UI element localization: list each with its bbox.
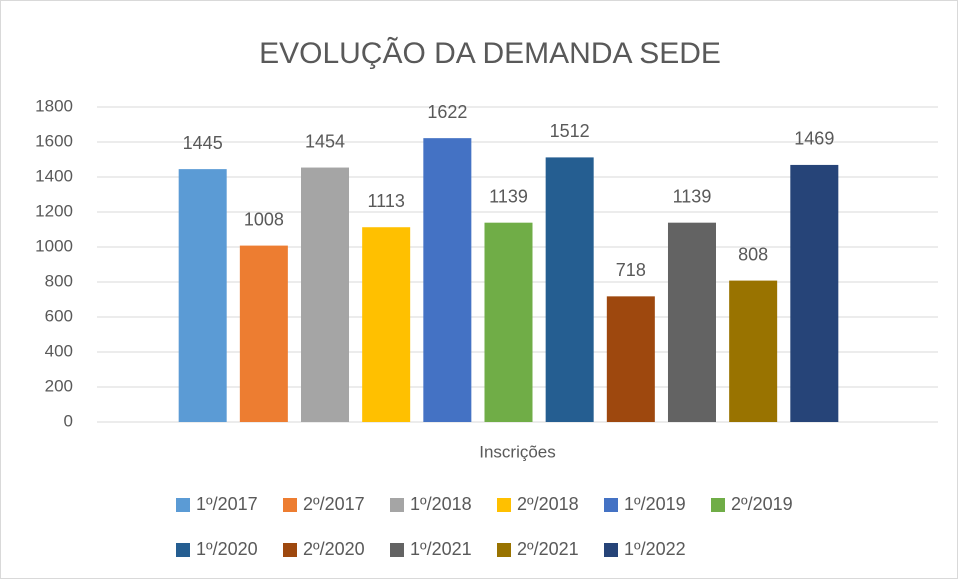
y-tick-label: 1400: [35, 166, 73, 185]
y-tick-label: 800: [45, 271, 73, 290]
bar: [484, 222, 533, 422]
bar: [178, 169, 227, 422]
bar: [301, 167, 350, 422]
bar: [606, 296, 655, 422]
y-tick-label: 600: [45, 306, 73, 325]
legend-swatch: [497, 543, 511, 557]
legend-label: 2º/2018: [517, 494, 579, 514]
y-tick-label: 200: [45, 376, 73, 395]
legend-label: 2º/2017: [303, 494, 365, 514]
legend-label: 1º/2021: [410, 539, 472, 559]
bar: [545, 157, 594, 422]
bar: [423, 138, 472, 422]
legend-swatch: [390, 543, 404, 557]
legend-label: 1º/2020: [196, 539, 258, 559]
data-label: 1139: [489, 186, 528, 206]
y-tick-label: 1200: [35, 201, 73, 220]
bar: [729, 280, 778, 422]
legend-swatch: [604, 498, 618, 512]
data-label: 1139: [673, 186, 712, 206]
legend-label: 2º/2021: [517, 539, 579, 559]
legend-swatch: [176, 498, 190, 512]
data-label: 1008: [244, 209, 284, 229]
legend-swatch: [283, 543, 297, 557]
data-label: 1512: [550, 121, 590, 141]
y-tick-label: 1600: [35, 131, 73, 150]
legend-swatch: [176, 543, 190, 557]
legend-swatch: [497, 498, 511, 512]
legend-swatch: [390, 498, 404, 512]
legend-label: 1º/2019: [624, 494, 686, 514]
chart-title: EVOLUÇÃO DA DEMANDA SEDE: [259, 36, 721, 70]
legend-label: 1º/2018: [410, 494, 472, 514]
bar: [790, 164, 839, 423]
legend-label: 2º/2019: [731, 494, 793, 514]
data-label: 1622: [427, 102, 467, 122]
data-label: 1454: [305, 131, 345, 151]
bar: [239, 245, 288, 422]
y-tick-label: 1000: [35, 236, 73, 255]
legend-label: 2º/2020: [303, 539, 365, 559]
y-tick-label: 1800: [35, 96, 73, 115]
y-tick-label: 0: [64, 411, 73, 430]
legend-swatch: [283, 498, 297, 512]
x-tick-label: Inscrições: [479, 442, 556, 461]
data-label: 1469: [794, 129, 834, 149]
bar: [667, 222, 716, 422]
data-label: 808: [738, 244, 768, 264]
legend-swatch: [604, 543, 618, 557]
y-tick-label: 400: [45, 341, 73, 360]
bar: [362, 227, 411, 422]
legend-label: 1º/2017: [196, 494, 258, 514]
legend-swatch: [711, 498, 725, 512]
data-label: 1445: [183, 133, 223, 153]
data-label: 1113: [367, 191, 404, 211]
legend-label: 1º/2022: [624, 539, 686, 559]
data-label: 718: [616, 260, 646, 280]
